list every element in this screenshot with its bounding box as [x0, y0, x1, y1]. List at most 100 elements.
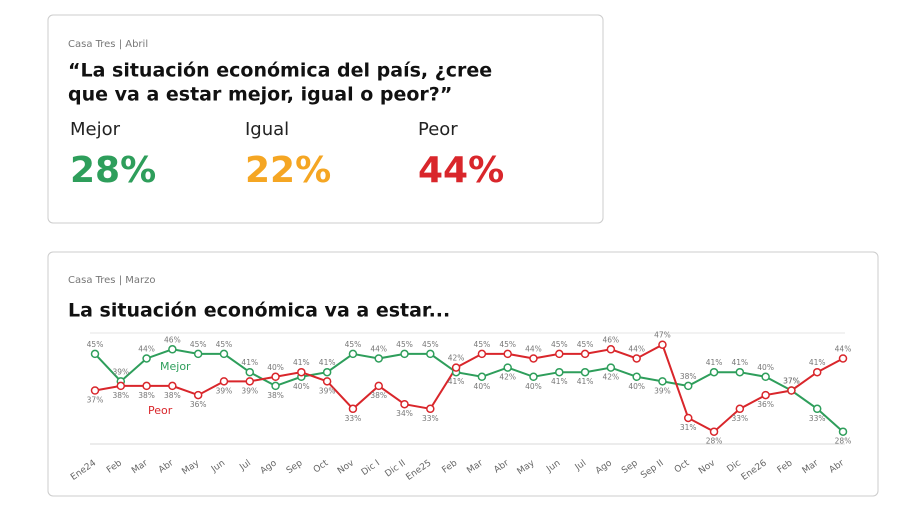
point — [348, 349, 358, 359]
point — [761, 390, 770, 400]
item-value: 22% — [245, 150, 331, 191]
chart-title: La situación económica va a estar... — [68, 300, 450, 322]
point — [348, 404, 358, 414]
item-value: 44% — [418, 150, 504, 191]
value-label: 41% — [809, 358, 826, 367]
point — [477, 372, 487, 382]
point — [709, 367, 719, 377]
value-label: 37% — [783, 377, 800, 386]
point — [193, 390, 203, 400]
value-label: 45% — [551, 340, 568, 349]
value-label: 44% — [138, 344, 155, 353]
value-label: 38% — [267, 391, 284, 400]
value-label: 37% — [783, 377, 800, 386]
value-label: 39% — [112, 367, 129, 376]
value-label: 28% — [835, 437, 852, 446]
point — [555, 367, 564, 377]
value-label: 39% — [654, 386, 671, 395]
value-label: 33% — [809, 414, 826, 423]
point — [322, 367, 332, 377]
point — [632, 354, 641, 363]
point — [761, 372, 770, 382]
point — [219, 377, 229, 386]
value-label: 38% — [138, 391, 155, 400]
point — [245, 367, 255, 377]
value-label: 45% — [190, 340, 207, 349]
point — [529, 354, 538, 363]
item-value: 28% — [70, 150, 156, 191]
item-label: Peor — [418, 119, 458, 140]
value-label: 40% — [628, 382, 645, 391]
series-line — [94, 348, 844, 433]
value-label: 45% — [345, 340, 362, 349]
point — [271, 372, 280, 382]
value-label: 28% — [706, 437, 723, 446]
value-label: 41% — [551, 377, 568, 386]
point — [838, 427, 848, 436]
summary-card — [47, 14, 604, 224]
value-label: 41% — [731, 358, 748, 367]
point — [219, 349, 229, 359]
point — [400, 349, 409, 359]
chart-source: Casa Tres | Marzo — [68, 275, 155, 286]
value-label: 42% — [448, 354, 465, 363]
point — [168, 345, 177, 354]
value-label: 40% — [267, 363, 284, 372]
question: que va a estar mejor, igual o peor?” — [68, 84, 452, 106]
value-label: 44% — [835, 344, 852, 353]
value-label: 34% — [396, 409, 413, 418]
value-label: 44% — [525, 344, 542, 353]
summary-source: Casa Tres | Abril — [68, 39, 148, 50]
value-label: 42% — [499, 373, 516, 382]
item-label: Mejor — [70, 119, 121, 140]
point — [838, 354, 848, 363]
point — [658, 340, 667, 349]
point — [90, 349, 100, 359]
value-label: 41% — [577, 377, 594, 386]
value-label: 36% — [757, 400, 774, 409]
point — [812, 404, 822, 414]
series-name: Peor — [148, 404, 173, 417]
point — [735, 367, 745, 377]
value-label: 45% — [474, 340, 491, 349]
value-label: 41% — [319, 358, 336, 367]
value-label: 46% — [603, 335, 620, 344]
point — [451, 363, 461, 372]
value-label: 46% — [164, 335, 181, 344]
value-label: 45% — [87, 340, 104, 349]
point — [555, 349, 564, 359]
series-name: Mejor — [160, 360, 191, 373]
point — [683, 413, 693, 423]
point — [90, 386, 100, 395]
value-label: 38% — [164, 391, 181, 400]
value-label: 44% — [628, 344, 645, 353]
point — [632, 372, 641, 382]
point — [168, 381, 177, 391]
point — [735, 404, 745, 414]
value-label: 45% — [396, 340, 413, 349]
point — [374, 381, 383, 391]
value-label: 41% — [293, 358, 310, 367]
value-label: 40% — [293, 382, 310, 391]
value-label: 40% — [757, 363, 774, 372]
point — [580, 367, 590, 377]
value-label: 33% — [731, 414, 748, 423]
value-label: 45% — [422, 340, 439, 349]
point — [606, 345, 616, 354]
value-label: 39% — [216, 386, 233, 395]
value-label: 42% — [603, 373, 620, 382]
point — [374, 354, 383, 363]
value-label: 37% — [87, 396, 104, 405]
item-label: Igual — [245, 119, 289, 140]
point — [787, 386, 796, 395]
point — [426, 349, 435, 359]
value-label: 47% — [654, 331, 671, 340]
point — [193, 349, 203, 359]
point — [297, 367, 306, 377]
value-label: 39% — [241, 386, 258, 395]
point — [400, 399, 409, 409]
point — [271, 381, 280, 391]
point — [658, 377, 667, 386]
point — [529, 372, 538, 382]
